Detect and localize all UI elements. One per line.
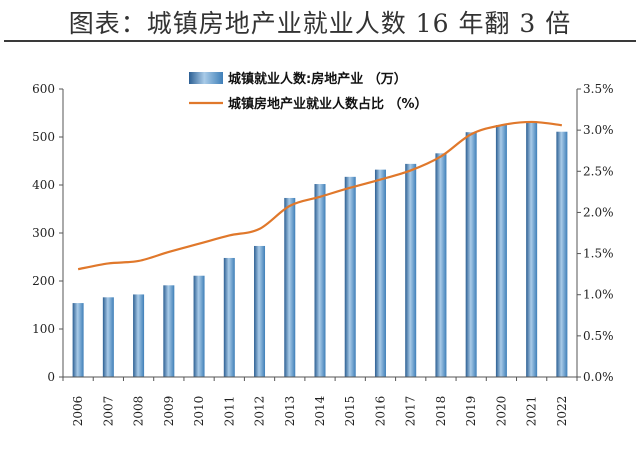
left-tick-label: 0 bbox=[47, 370, 55, 384]
x-tick-label: 2016 bbox=[373, 396, 387, 427]
right-tick-label: 1.5% bbox=[583, 247, 614, 261]
x-tick-label: 2006 bbox=[71, 396, 85, 427]
legend-bar-swatch bbox=[189, 72, 223, 84]
right-tick-label: 0.5% bbox=[583, 329, 614, 343]
bar bbox=[163, 285, 175, 377]
x-tick-label: 2022 bbox=[555, 396, 569, 427]
bar bbox=[133, 294, 145, 377]
page-title: 图表：城镇房地产业就业人数 16 年翻 3 倍 bbox=[68, 9, 572, 38]
bar bbox=[223, 257, 235, 377]
bar bbox=[193, 275, 205, 377]
right-tick-label: 3.5% bbox=[583, 82, 614, 96]
legend-bar-label: 城镇就业人数:房地产业 （万） bbox=[228, 71, 407, 87]
right-tick-label: 0.0% bbox=[583, 370, 614, 384]
left-tick-label: 600 bbox=[32, 82, 55, 96]
x-tick-label: 2008 bbox=[132, 396, 146, 427]
right-tick-label: 1.0% bbox=[583, 288, 614, 302]
left-tick-label: 200 bbox=[32, 274, 55, 288]
bar bbox=[314, 184, 326, 377]
right-tick-label: 2.0% bbox=[583, 205, 614, 219]
x-tick-label: 2020 bbox=[494, 396, 508, 427]
right-tick-label: 2.5% bbox=[583, 164, 614, 178]
left-tick-label: 400 bbox=[32, 178, 55, 192]
title-rule bbox=[4, 40, 636, 42]
x-tick-label: 2007 bbox=[101, 396, 115, 427]
axes: 0 100 200 300 400 500 600 0.0% 0.5% 1.0% 1.5% 2.0% 2… bbox=[32, 82, 613, 426]
bar bbox=[374, 169, 386, 377]
bar bbox=[405, 163, 417, 377]
x-tick-label: 2011 bbox=[222, 396, 236, 427]
x-tick-label: 2010 bbox=[192, 396, 206, 427]
x-tick-label: 2019 bbox=[464, 396, 478, 427]
x-tick-label: 2018 bbox=[434, 396, 448, 427]
bar bbox=[495, 125, 507, 377]
left-tick-label: 300 bbox=[32, 226, 55, 240]
bar bbox=[526, 122, 538, 377]
x-tick-label: 2009 bbox=[162, 396, 176, 427]
x-tick-label: 2021 bbox=[525, 396, 539, 427]
x-tick-label: 2015 bbox=[343, 396, 357, 427]
x-tick-label: 2014 bbox=[313, 395, 327, 426]
bar bbox=[254, 245, 266, 377]
x-tick-label: 2012 bbox=[253, 396, 267, 427]
line-series bbox=[77, 120, 563, 271]
left-tick-label: 100 bbox=[32, 322, 55, 336]
right-tick-label: 3.0% bbox=[583, 123, 614, 137]
bar bbox=[102, 297, 114, 377]
bar bbox=[72, 303, 84, 377]
bar bbox=[344, 176, 356, 377]
bar-series bbox=[72, 122, 568, 377]
legend-line-label: 城镇房地产业就业人数占比 （%） bbox=[228, 96, 428, 112]
x-tick-label: 2013 bbox=[283, 396, 297, 427]
bar bbox=[284, 197, 296, 377]
bar bbox=[435, 153, 447, 377]
legend: 城镇就业人数:房地产业 （万） 城镇房地产业就业人数占比 （%） bbox=[189, 71, 428, 112]
left-tick-label: 500 bbox=[32, 130, 55, 144]
x-tick-label: 2017 bbox=[404, 396, 418, 427]
bar bbox=[556, 131, 568, 377]
bar bbox=[465, 132, 477, 377]
